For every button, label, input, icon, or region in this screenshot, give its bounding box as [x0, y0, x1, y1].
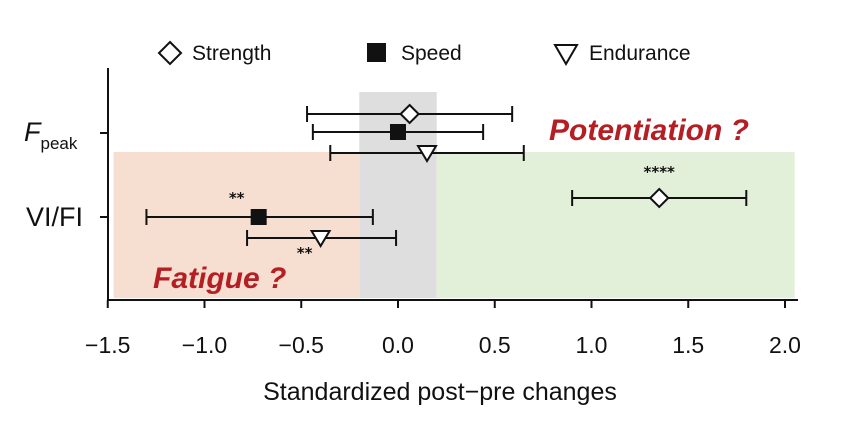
fpeak-strength-marker [399, 103, 421, 125]
vifi-speed-marker [250, 209, 267, 225]
legend-strength-marker [157, 40, 183, 66]
region-neutral [359, 92, 437, 298]
category-label-fpeak: Fpeak [24, 117, 78, 153]
vifi-endurance-marker [309, 230, 332, 248]
legend-speed-marker [367, 43, 386, 62]
x-tick-label: 1.0 [576, 332, 608, 358]
legend: Strength Speed Endurance [157, 40, 691, 66]
vifi-speed-significance: ** [229, 189, 245, 207]
legend-endurance-marker [553, 44, 579, 66]
fatigue-annotation: Fatigue ? [153, 262, 286, 295]
vifi-strength-marker [648, 187, 670, 209]
region-fatigue [113, 152, 360, 298]
category-label-vifi: VI/FI [26, 202, 83, 232]
legend-speed-label: Speed [401, 42, 462, 65]
region-potentiation [436, 152, 795, 298]
x-ticks: −1.5 −1.0 −0.5 0.0 0.5 1.0 1.5 2.0 [85, 300, 801, 358]
potentiation-annotation: Potentiation ? [549, 114, 749, 147]
fpeak-endurance-marker [416, 145, 438, 163]
x-axis-label: Standardized post−pre changes [263, 378, 617, 406]
x-tick-label: 0.0 [382, 332, 414, 358]
x-tick-label: 0.5 [479, 332, 511, 358]
legend-endurance-label: Endurance [589, 42, 691, 65]
fpeak-speed-marker [390, 124, 406, 140]
data-points: ******** [145, 103, 748, 262]
x-tick-label: 2.0 [769, 332, 801, 358]
vifi-endurance-significance: ** [297, 244, 313, 262]
x-tick-label: −1.5 [85, 332, 130, 358]
x-tick-label: −0.5 [279, 332, 324, 358]
x-tick-label: −1.0 [182, 332, 227, 358]
x-tick-label: 1.5 [672, 332, 704, 358]
shaded-regions [113, 92, 795, 298]
vifi-strength-significance: **** [644, 163, 676, 181]
legend-strength-label: Strength [192, 42, 271, 65]
